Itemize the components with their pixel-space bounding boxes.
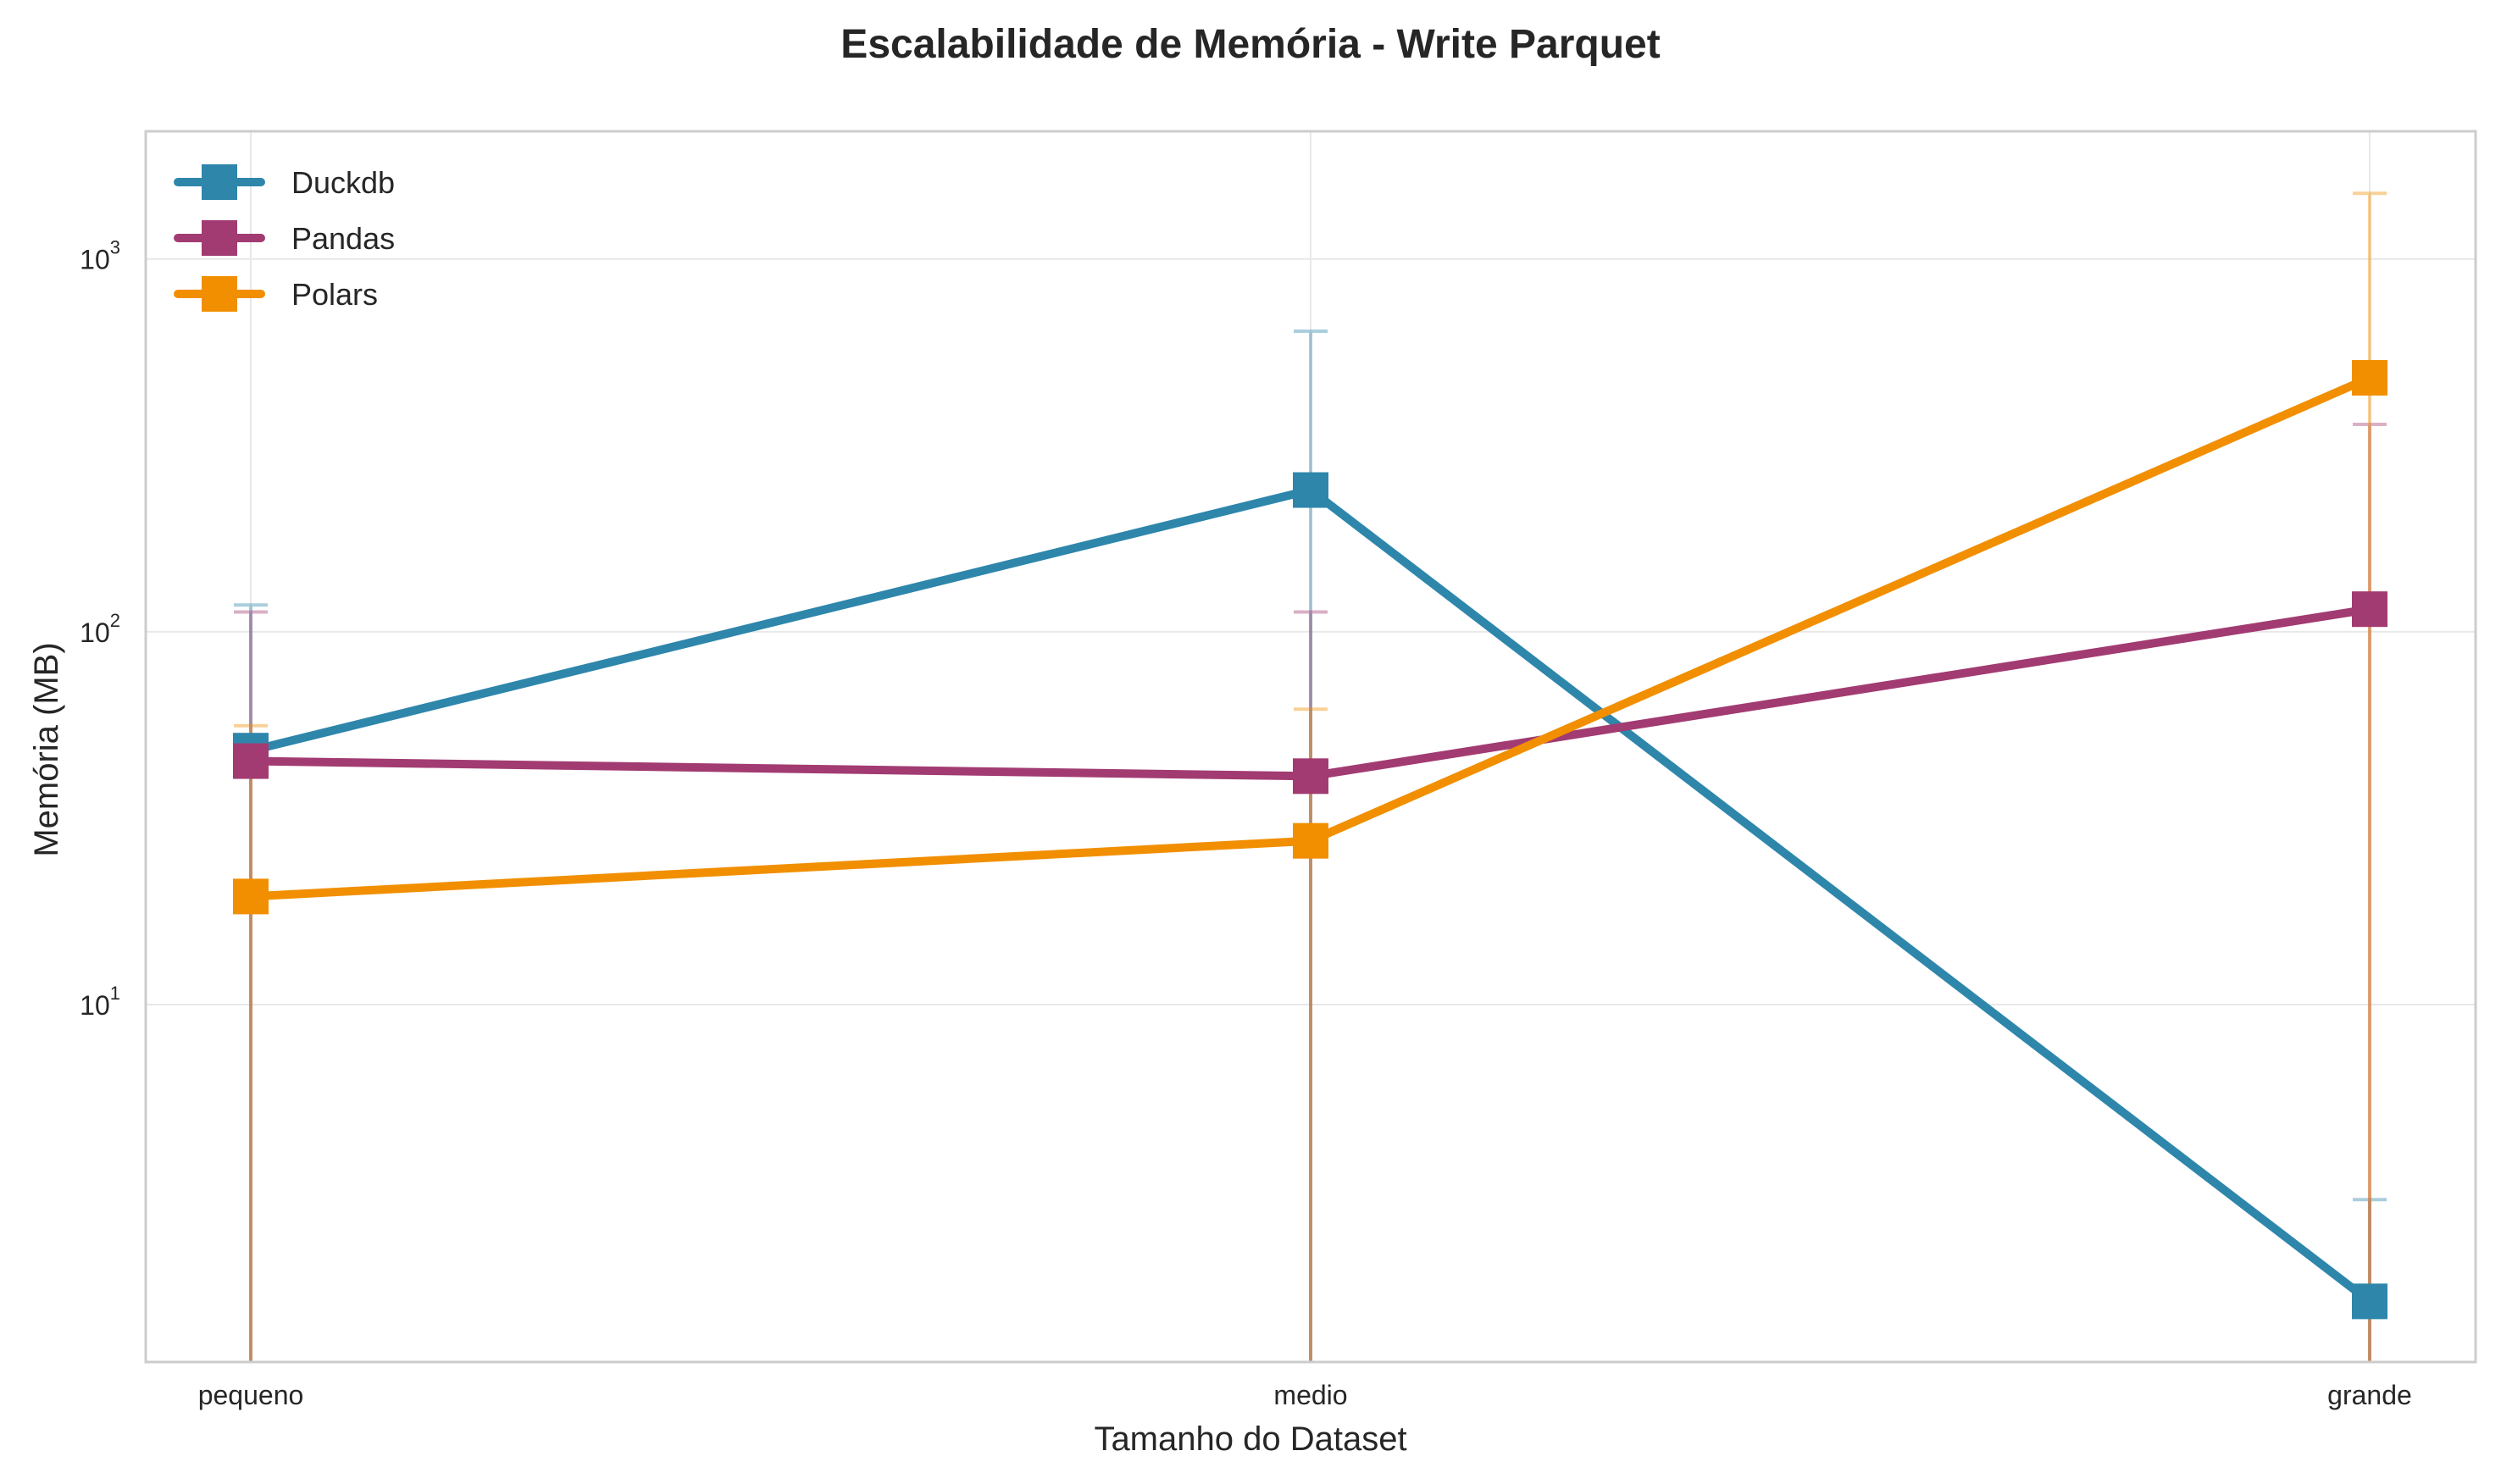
- data-point-pandas-grande: [2352, 591, 2387, 628]
- x-tick-label-grande: grande: [2327, 1380, 2412, 1410]
- chart-title: Escalabilidade de Memória - Write Parque…: [840, 22, 1660, 67]
- x-tick-label-pequeno: pequeno: [198, 1380, 304, 1410]
- x-tick-label-medio: medio: [1273, 1380, 1347, 1410]
- legend: Duckdb Pandas Polars: [174, 164, 395, 312]
- legend-marker-duckdb: [202, 164, 237, 200]
- y-axis-ticks: 101 102 103: [80, 237, 120, 1021]
- error-bar-pandas-medio: [1294, 610, 1328, 1362]
- series-lines: [233, 360, 2387, 1320]
- data-point-duckdb-grande: [2352, 1283, 2387, 1320]
- x-axis-label: Tamanho do Dataset: [1094, 1420, 1406, 1458]
- legend-marker-polars: [202, 276, 237, 312]
- legend-marker-pandas: [202, 220, 237, 256]
- legend-item-polars: Polars: [174, 276, 378, 312]
- y-tick-label-10: 101: [80, 983, 120, 1021]
- legend-label-polars: Polars: [291, 277, 378, 312]
- plot-area-frame: [144, 130, 2477, 1364]
- data-point-pandas-pequeno: [233, 743, 269, 779]
- error-bar-pandas-grande: [2353, 423, 2387, 1362]
- legend-label-duckdb: Duckdb: [291, 165, 395, 200]
- error-bar-polars-medio: [1294, 707, 1328, 1362]
- x-axis-ticks: pequeno medio grande: [198, 1380, 2412, 1410]
- data-point-polars-medio: [1293, 822, 1328, 859]
- error-bar-duckdb-grande: [2353, 1198, 2387, 1362]
- data-point-polars-grande: [2352, 360, 2387, 396]
- y-tick-label-100: 102: [80, 610, 120, 648]
- data-point-duckdb-medio: [1293, 472, 1328, 508]
- y-axis-label: Memória (MB): [28, 642, 65, 856]
- data-point-polars-pequeno: [233, 878, 269, 915]
- legend-item-pandas: Pandas: [174, 220, 395, 256]
- data-point-pandas-medio: [1293, 758, 1328, 795]
- legend-item-duckdb: Duckdb: [174, 164, 395, 200]
- legend-label-pandas: Pandas: [291, 221, 395, 256]
- error-bar-duckdb-pequeno: [234, 603, 268, 1362]
- y-tick-label-1000: 103: [80, 237, 120, 275]
- grid: [146, 131, 2476, 1362]
- error-bar-polars-pequeno: [234, 723, 268, 1362]
